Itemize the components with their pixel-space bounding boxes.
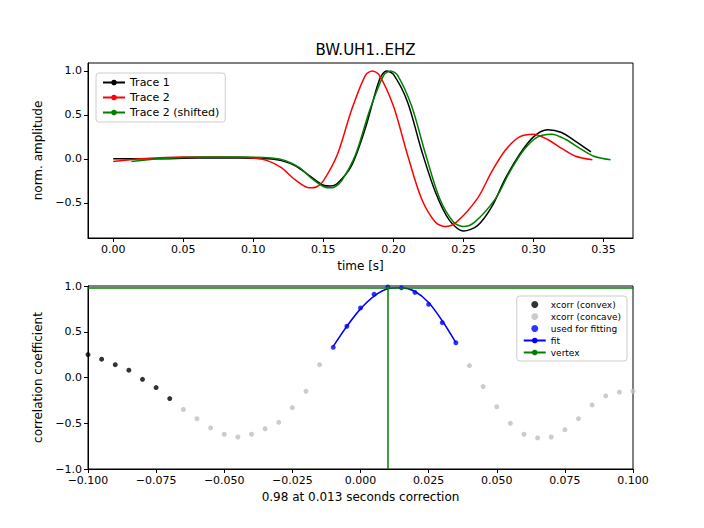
svg-text:0.20: 0.20 [381,243,406,256]
svg-text:0.30: 0.30 [521,243,546,256]
svg-text:0.15: 0.15 [311,243,336,256]
svg-text:0.5: 0.5 [65,108,83,121]
svg-text:−0.050: −0.050 [204,474,245,487]
svg-text:used for fitting: used for fitting [551,324,617,334]
svg-text:−0.075: −0.075 [136,474,177,487]
svg-text:xcorr (concave): xcorr (concave) [551,312,621,322]
svg-text:Trace 1: Trace 1 [129,76,170,89]
svg-text:0.35: 0.35 [591,243,616,256]
svg-text:vertex: vertex [551,348,580,358]
svg-text:−1.0: −1.0 [55,462,82,476]
svg-text:Trace 2 (shifted): Trace 2 (shifted) [129,106,219,119]
svg-text:−0.5: −0.5 [55,417,82,430]
svg-text:xcorr (convex): xcorr (convex) [551,300,616,310]
svg-text:0.000: 0.000 [345,474,377,487]
svg-text:1.0: 1.0 [65,280,83,293]
svg-text:0.00: 0.00 [101,243,126,256]
svg-text:time [s]: time [s] [337,259,384,273]
svg-text:Trace 2: Trace 2 [129,91,170,104]
svg-text:correlation coefficient: correlation coefficient [31,312,45,443]
svg-text:−0.100: −0.100 [68,474,109,487]
svg-text:0.5: 0.5 [65,325,83,338]
svg-text:1.0: 1.0 [65,64,83,77]
svg-text:0.050: 0.050 [481,474,513,487]
svg-text:0.05: 0.05 [171,243,196,256]
svg-text:BW.UH1..EHZ: BW.UH1..EHZ [315,41,415,59]
svg-text:fit: fit [551,336,561,346]
svg-text:0.075: 0.075 [549,474,581,487]
svg-text:0.98 at 0.013 seconds correcti: 0.98 at 0.013 seconds correction [262,490,460,504]
svg-text:0.100: 0.100 [617,474,649,487]
svg-text:0.025: 0.025 [413,474,445,487]
svg-text:norm. amplitude: norm. amplitude [31,101,45,201]
svg-text:−0.5: −0.5 [55,196,82,209]
svg-text:0.10: 0.10 [241,243,265,256]
svg-text:0.25: 0.25 [451,243,476,256]
svg-text:0.0: 0.0 [65,371,83,384]
svg-text:0.0: 0.0 [65,152,83,165]
svg-text:−0.025: −0.025 [272,474,313,487]
